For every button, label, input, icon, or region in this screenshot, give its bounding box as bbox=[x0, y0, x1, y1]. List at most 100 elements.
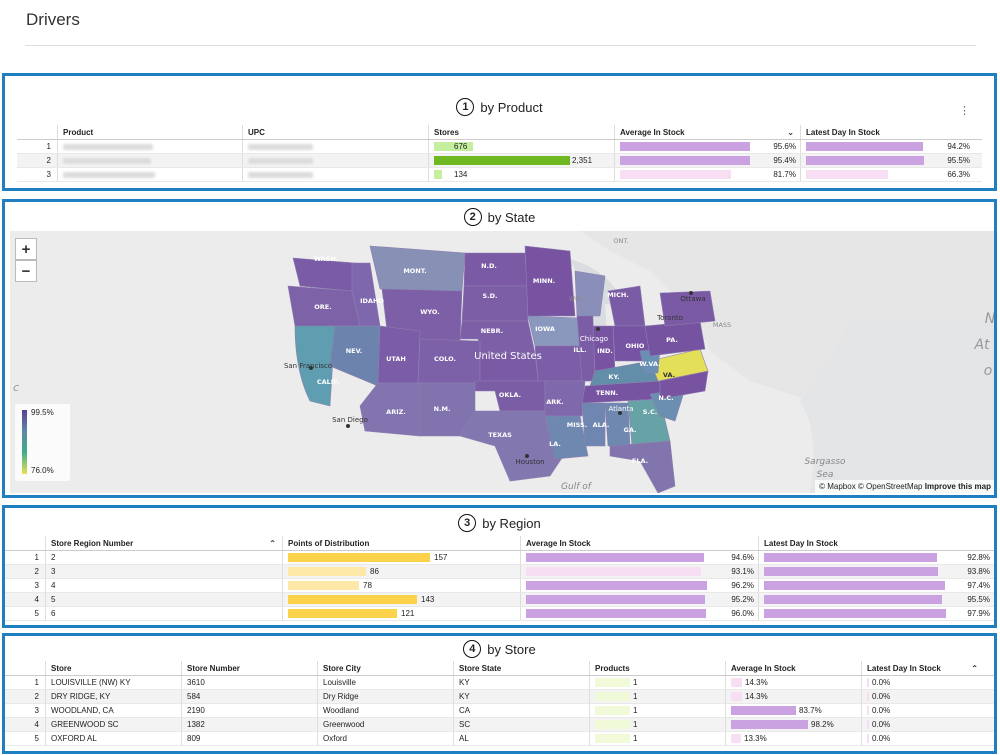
avg-in-stock-cell: 98.2% bbox=[725, 718, 861, 731]
state-va[interactable] bbox=[649, 348, 709, 382]
avg-in-stock-cell-value: 96.2% bbox=[731, 581, 754, 590]
attribution-text[interactable]: © Mapbox © OpenStreetMap bbox=[819, 482, 923, 491]
points-of-distribution-value: 121 bbox=[401, 609, 415, 618]
label-colo: COLO. bbox=[434, 355, 456, 363]
row-index-header bbox=[17, 125, 57, 139]
store-number-cell: 2190 bbox=[181, 704, 317, 717]
avg-in-stock-cell: 14.3% bbox=[725, 690, 861, 703]
avg-in-stock-cell-bar bbox=[526, 609, 706, 618]
city-label-group: United States Chicago San Francisco San … bbox=[13, 291, 994, 492]
table-row[interactable]: 2 3 86 93.1% 93.8% bbox=[5, 565, 994, 579]
store-region-number-cell: 5 bbox=[45, 593, 282, 606]
table-row[interactable]: 2 DRY RIDGE, KY 584 Dry Ridge KY 1 14.3% 0.0% bbox=[5, 690, 994, 704]
table-row[interactable]: 1 676 95.6% 94.2% bbox=[17, 140, 982, 154]
state-wi[interactable] bbox=[574, 270, 606, 317]
row-index: 1 bbox=[46, 142, 51, 151]
avg-in-stock-bar bbox=[731, 706, 796, 715]
table-row[interactable]: 4 GREENWOOD SC 1382 Greenwood SC 1 98.2% 0.0% bbox=[5, 718, 994, 732]
col-header-store-number[interactable]: Store Number bbox=[181, 661, 317, 675]
col-header-avg-in-stock[interactable]: Average In Stock bbox=[520, 536, 758, 550]
products-bar bbox=[595, 734, 630, 743]
state-la[interactable] bbox=[544, 415, 589, 460]
col-header-latest-day-in-stock[interactable]: Latest Day In Stock bbox=[800, 125, 974, 139]
state-ar[interactable] bbox=[544, 380, 586, 417]
region-table: Store Region Number ⌃ Points of Distribut… bbox=[5, 536, 994, 621]
label-ore: ORE. bbox=[314, 303, 331, 311]
label-wash: WASH. bbox=[314, 255, 339, 263]
col-header-latest-day-in-stock[interactable]: Latest Day In Stock ⌃ bbox=[861, 661, 984, 675]
state-fl[interactable] bbox=[609, 440, 676, 493]
latest-day-in-stock-cell-bar bbox=[806, 170, 888, 179]
improve-map-link[interactable]: Improve this map bbox=[924, 482, 991, 491]
col-header-store-city[interactable]: Store City bbox=[317, 661, 453, 675]
col-header-store[interactable]: Store bbox=[45, 661, 181, 675]
store-panel-title: by Store bbox=[487, 641, 536, 657]
label-gulf-of: Gulf of bbox=[561, 482, 593, 492]
table-row[interactable]: 2 2,351 95.4% 95.5% bbox=[17, 154, 982, 168]
store-name-cell: WOODLAND, CA bbox=[45, 704, 181, 717]
latest-day-in-stock-value: 0.0% bbox=[872, 706, 891, 715]
product-panel-title: by Product bbox=[480, 99, 543, 115]
product-name-redacted bbox=[57, 168, 242, 181]
label-ariz: ARIZ. bbox=[386, 408, 406, 416]
state-ny[interactable] bbox=[659, 290, 716, 327]
table-row[interactable]: 1 LOUISVILLE (NW) KY 3610 Louisville KY 1 14.3… bbox=[5, 676, 994, 690]
chevron-up-icon[interactable]: ⌃ bbox=[971, 663, 978, 673]
upc-redacted bbox=[242, 154, 428, 167]
state-panel-title: by State bbox=[487, 209, 536, 225]
col-header-product[interactable]: Product bbox=[57, 125, 242, 139]
label-nm: N.M. bbox=[434, 405, 451, 413]
chevron-up-icon[interactable]: ⌃ bbox=[269, 538, 276, 548]
table-row[interactable]: 3 WOODLAND, CA 2190 Woodland CA 1 83.7% 0.0% bbox=[5, 704, 994, 718]
panel-number-badge: 1 bbox=[456, 98, 475, 116]
label-north-atlantic-o: o bbox=[984, 363, 993, 379]
table-row[interactable]: 3 134 81.7% 66.3% bbox=[17, 168, 982, 182]
col-header-points-of-distribution[interactable]: Points of Distribution bbox=[282, 536, 520, 550]
row-index-header bbox=[5, 661, 45, 675]
table-row[interactable]: 5 6 121 96.0% 97.9% bbox=[5, 607, 994, 621]
table-row[interactable]: 4 5 143 95.2% 95.5% bbox=[5, 593, 994, 607]
table-row[interactable]: 5 OXFORD AL 809 Oxford AL 1 13.3% 0.0% bbox=[5, 732, 994, 746]
table-row[interactable]: 1 2 157 94.6% 92.8% bbox=[5, 551, 994, 565]
map-canvas: WASH. MONT. N.D. MINN. ORE. IDAHO S.D. W… bbox=[10, 231, 994, 493]
state-ca[interactable] bbox=[294, 325, 336, 407]
city-dot-houston bbox=[525, 454, 529, 458]
products-cell: 1 bbox=[589, 676, 725, 689]
stores-bar bbox=[434, 156, 570, 165]
more-vert-icon[interactable]: ⋮ bbox=[959, 105, 970, 117]
label-sc: S.C. bbox=[643, 408, 657, 416]
zoom-out-button[interactable]: − bbox=[15, 260, 37, 282]
points-of-distribution-bar bbox=[288, 609, 397, 618]
col-header-upc[interactable]: UPC bbox=[242, 125, 428, 139]
label-nev: NEV. bbox=[346, 347, 363, 355]
panel-number-badge: 4 bbox=[463, 640, 482, 658]
col-header-store-state[interactable]: Store State bbox=[453, 661, 589, 675]
upc-redacted bbox=[242, 140, 428, 153]
col-header-products[interactable]: Products bbox=[589, 661, 725, 675]
col-header-store-region-number[interactable]: Store Region Number ⌃ bbox=[45, 536, 282, 550]
store-panel: 4 by Store Store Store Number Store City… bbox=[2, 633, 997, 754]
col-header-avg-in-stock[interactable]: Average In Stock bbox=[725, 661, 861, 675]
state-ms[interactable] bbox=[581, 402, 606, 447]
latest-day-in-stock-value: 0.0% bbox=[872, 678, 891, 687]
products-bar bbox=[595, 706, 630, 715]
product-table: Product UPC Stores Average In Stock ⌄ Lat… bbox=[17, 125, 982, 182]
row-index-header bbox=[5, 536, 45, 550]
title-divider bbox=[25, 45, 976, 46]
state-az[interactable] bbox=[359, 382, 421, 437]
label-tenn: TENN. bbox=[596, 389, 618, 397]
col-header-stores[interactable]: Stores bbox=[428, 125, 614, 139]
table-row[interactable]: 3 4 78 96.2% 97.4% bbox=[5, 579, 994, 593]
zoom-in-button[interactable]: + bbox=[15, 238, 37, 260]
state-mn[interactable] bbox=[524, 245, 576, 317]
points-of-distribution-bar bbox=[288, 567, 366, 576]
latest-day-in-stock-cell-bar bbox=[764, 581, 945, 590]
col-header-latest-day-in-stock[interactable]: Latest Day In Stock bbox=[758, 536, 994, 550]
col-header-avg-in-stock[interactable]: Average In Stock ⌄ bbox=[614, 125, 800, 139]
products-bar bbox=[595, 678, 630, 687]
latest-day-in-stock-cell-bar bbox=[806, 142, 923, 151]
state-shapes bbox=[287, 245, 716, 493]
chevron-down-icon[interactable]: ⌄ bbox=[787, 127, 794, 137]
latest-day-in-stock-bar bbox=[867, 734, 869, 743]
us-state-map[interactable]: WASH. MONT. N.D. MINN. ORE. IDAHO S.D. W… bbox=[10, 231, 994, 493]
